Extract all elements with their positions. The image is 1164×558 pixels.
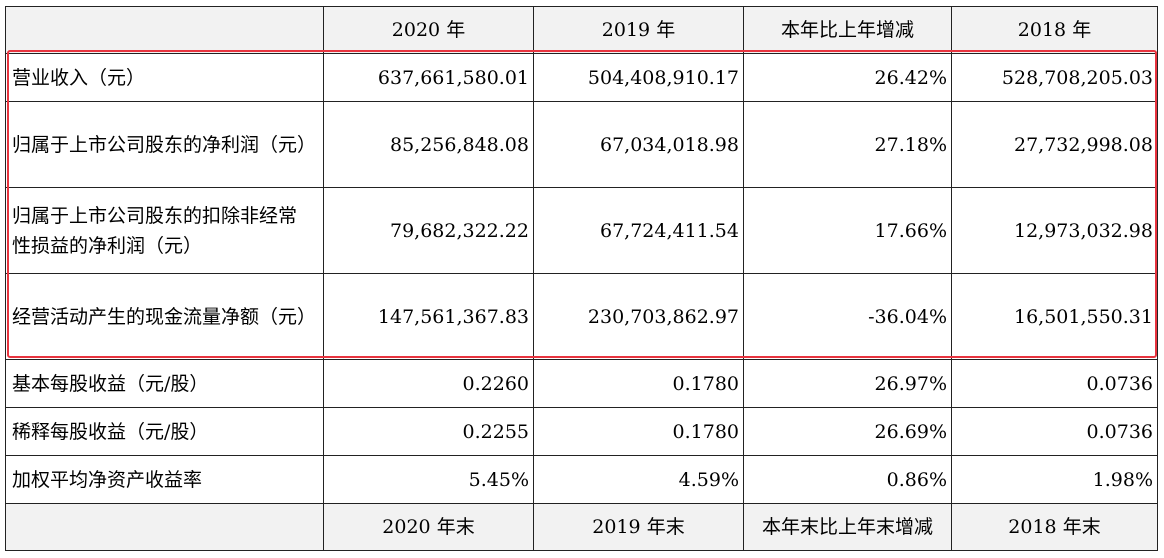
- table-header-row: 2020 年 2019 年 本年比上年增减 2018 年: [5, 6, 1158, 54]
- value-2020: 85,256,848.08: [323, 101, 534, 188]
- value-2019: 230,703,862.97: [533, 273, 744, 360]
- table-row: 归属于上市公司股东的净利润（元） 85,256,848.08 67,034,01…: [5, 101, 1158, 188]
- table-row: 基本每股收益（元/股） 0.2260 0.1780 26.97% 0.0736: [5, 359, 1158, 408]
- value-2018: 1.98%: [951, 455, 1158, 504]
- row-label: 经营活动产生的现金流量净额（元）: [5, 273, 324, 360]
- value-2018: 27,732,998.08: [951, 101, 1158, 188]
- value-2019: 0.1780: [533, 359, 744, 408]
- row-label: 归属于上市公司股东的扣除非经常性损益的净利润（元）: [5, 187, 324, 274]
- table-row: 稀释每股收益（元/股） 0.2255 0.1780 26.69% 0.0736: [5, 407, 1158, 456]
- value-2020: 0.2255: [323, 407, 534, 456]
- footer-cell-change: 本年末比上年末增减: [743, 503, 952, 551]
- financial-table-container: 2020 年 2019 年 本年比上年增减 2018 年 营业收入（元） 637…: [5, 6, 1158, 551]
- footer-cell-2020: 2020 年末: [323, 503, 534, 551]
- value-2020: 637,661,580.01: [323, 53, 534, 102]
- value-2019: 67,724,411.54: [533, 187, 744, 274]
- value-2018: 12,973,032.98: [951, 187, 1158, 274]
- value-2018: 528,708,205.03: [951, 53, 1158, 102]
- value-change: 27.18%: [743, 101, 952, 188]
- table-row: 归属于上市公司股东的扣除非经常性损益的净利润（元） 79,682,322.22 …: [5, 187, 1158, 274]
- table-row: 加权平均净资产收益率 5.45% 4.59% 0.86% 1.98%: [5, 455, 1158, 504]
- table-footer-row: 2020 年末 2019 年末 本年末比上年末增减 2018 年末: [5, 503, 1158, 551]
- table-row: 营业收入（元） 637,661,580.01 504,408,910.17 26…: [5, 53, 1158, 102]
- value-2020: 0.2260: [323, 359, 534, 408]
- footer-cell-2019: 2019 年末: [533, 503, 744, 551]
- value-2018: 0.0736: [951, 359, 1158, 408]
- row-label: 加权平均净资产收益率: [5, 455, 324, 504]
- row-label: 营业收入（元）: [5, 53, 324, 102]
- header-cell-2018: 2018 年: [951, 6, 1158, 54]
- value-2019: 504,408,910.17: [533, 53, 744, 102]
- row-label: 归属于上市公司股东的净利润（元）: [5, 101, 324, 188]
- value-2020: 79,682,322.22: [323, 187, 534, 274]
- value-2019: 0.1780: [533, 407, 744, 456]
- row-label: 稀释每股收益（元/股）: [5, 407, 324, 456]
- header-cell-2020: 2020 年: [323, 6, 534, 54]
- header-cell-2019: 2019 年: [533, 6, 744, 54]
- value-2020: 147,561,367.83: [323, 273, 534, 360]
- value-change: -36.04%: [743, 273, 952, 360]
- value-2020: 5.45%: [323, 455, 534, 504]
- header-cell-item: [5, 6, 324, 54]
- footer-cell-2018: 2018 年末: [951, 503, 1158, 551]
- table-row: 经营活动产生的现金流量净额（元） 147,561,367.83 230,703,…: [5, 273, 1158, 360]
- value-change: 26.97%: [743, 359, 952, 408]
- value-change: 17.66%: [743, 187, 952, 274]
- financial-summary-table: 2020 年 2019 年 本年比上年增减 2018 年 营业收入（元） 637…: [5, 6, 1158, 551]
- value-2018: 16,501,550.31: [951, 273, 1158, 360]
- value-change: 0.86%: [743, 455, 952, 504]
- value-2019: 4.59%: [533, 455, 744, 504]
- footer-cell-item: [5, 503, 324, 551]
- value-change: 26.42%: [743, 53, 952, 102]
- header-cell-change: 本年比上年增减: [743, 6, 952, 54]
- value-change: 26.69%: [743, 407, 952, 456]
- value-2018: 0.0736: [951, 407, 1158, 456]
- value-2019: 67,034,018.98: [533, 101, 744, 188]
- row-label: 基本每股收益（元/股）: [5, 359, 324, 408]
